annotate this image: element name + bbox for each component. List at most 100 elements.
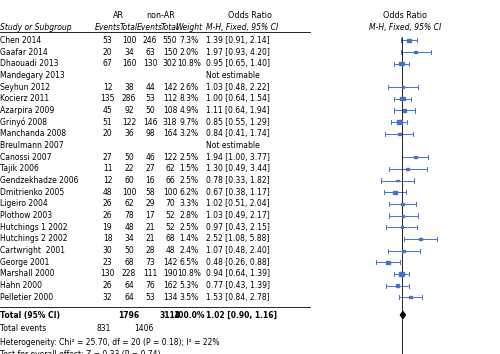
Text: 23: 23 xyxy=(102,258,113,267)
Text: 302: 302 xyxy=(163,59,177,68)
Text: Study or Subgroup: Study or Subgroup xyxy=(0,23,72,32)
Text: 53: 53 xyxy=(145,94,155,103)
Text: 1.03 [0.48, 2.22]: 1.03 [0.48, 2.22] xyxy=(206,82,270,92)
Text: 0.97 [0.43, 2.15]: 0.97 [0.43, 2.15] xyxy=(206,223,270,232)
Text: 0.94 [0.64, 1.39]: 0.94 [0.64, 1.39] xyxy=(206,269,270,279)
Bar xyxy=(398,133,400,135)
Text: Hutchings 2 2002: Hutchings 2 2002 xyxy=(0,234,68,244)
Text: 38: 38 xyxy=(124,82,134,92)
Bar xyxy=(402,215,404,217)
Text: 1796: 1796 xyxy=(118,310,140,320)
Text: 0.84 [0.41, 1.74]: 0.84 [0.41, 1.74] xyxy=(206,129,270,138)
Text: 122: 122 xyxy=(163,153,177,162)
Text: Total events: Total events xyxy=(0,324,47,333)
Text: Gendzekhadze 2006: Gendzekhadze 2006 xyxy=(0,176,79,185)
Text: Test for overall effect: Z = 0.33 (P = 0.74): Test for overall effect: Z = 0.33 (P = 0… xyxy=(0,349,161,354)
Text: M-H, Fixed, 95% CI: M-H, Fixed, 95% CI xyxy=(369,23,441,32)
Text: 34: 34 xyxy=(124,47,134,57)
Text: 66: 66 xyxy=(165,176,175,185)
Text: 8.3%: 8.3% xyxy=(180,94,199,103)
Text: 52: 52 xyxy=(165,211,175,220)
Text: 46: 46 xyxy=(145,153,155,162)
Text: 318: 318 xyxy=(163,118,177,127)
Bar xyxy=(393,191,396,194)
Text: 64: 64 xyxy=(124,293,134,302)
Text: 62: 62 xyxy=(124,199,134,209)
Text: 1.39 [0.91, 2.14]: 1.39 [0.91, 2.14] xyxy=(206,36,270,45)
Text: 20: 20 xyxy=(102,129,113,138)
Text: Seyhun 2012: Seyhun 2012 xyxy=(0,82,50,92)
Bar xyxy=(420,238,422,240)
Text: 100.0%: 100.0% xyxy=(174,310,205,320)
Text: 21: 21 xyxy=(145,223,155,232)
Text: 135: 135 xyxy=(100,94,115,103)
Text: Total: Total xyxy=(120,23,138,32)
Text: Grinyó 2008: Grinyó 2008 xyxy=(0,118,48,127)
Text: 34: 34 xyxy=(124,234,134,244)
Text: 1.00 [0.64, 1.54]: 1.00 [0.64, 1.54] xyxy=(206,94,270,103)
Text: 60: 60 xyxy=(124,176,134,185)
Text: 76: 76 xyxy=(145,281,155,290)
Text: 130: 130 xyxy=(100,269,115,279)
Text: Cartwright  2001: Cartwright 2001 xyxy=(0,246,66,255)
Text: 142: 142 xyxy=(163,258,177,267)
Text: 0.48 [0.26, 0.88]: 0.48 [0.26, 0.88] xyxy=(206,258,270,267)
Text: 1.30 [0.49, 3.44]: 1.30 [0.49, 3.44] xyxy=(206,164,270,173)
Text: 53: 53 xyxy=(102,36,113,45)
Text: 286: 286 xyxy=(122,94,136,103)
Bar xyxy=(406,168,409,170)
Text: 246: 246 xyxy=(143,36,157,45)
Text: Pelletier 2000: Pelletier 2000 xyxy=(0,293,54,302)
Text: 1.97 [0.93, 4.20]: 1.97 [0.93, 4.20] xyxy=(206,47,270,57)
Text: 134: 134 xyxy=(163,293,177,302)
Text: 1406: 1406 xyxy=(134,324,154,333)
Text: 1.53 [0.84, 2.78]: 1.53 [0.84, 2.78] xyxy=(206,293,270,302)
Text: 122: 122 xyxy=(122,118,136,127)
Text: 68: 68 xyxy=(124,258,134,267)
Text: Canossi 2007: Canossi 2007 xyxy=(0,153,52,162)
Text: 7.3%: 7.3% xyxy=(180,36,199,45)
Text: 50: 50 xyxy=(124,246,134,255)
Bar xyxy=(414,51,417,53)
Text: 2.5%: 2.5% xyxy=(180,223,199,232)
Text: Dhaouadi 2013: Dhaouadi 2013 xyxy=(0,59,59,68)
Text: 58: 58 xyxy=(145,188,155,197)
Text: non-AR: non-AR xyxy=(146,11,176,20)
Text: 1.02 [0.51, 2.04]: 1.02 [0.51, 2.04] xyxy=(206,199,270,209)
Text: 19: 19 xyxy=(102,223,113,232)
Text: 68: 68 xyxy=(165,234,175,244)
Text: 4.9%: 4.9% xyxy=(180,106,199,115)
Text: Heterogeneity: Chi² = 25.70, df = 20 (P = 0.18); I² = 22%: Heterogeneity: Chi² = 25.70, df = 20 (P … xyxy=(0,338,220,347)
Bar xyxy=(396,179,399,182)
Text: 20: 20 xyxy=(102,47,113,57)
Text: 831: 831 xyxy=(96,324,110,333)
Text: Odds Ratio: Odds Ratio xyxy=(228,11,272,20)
Text: 26: 26 xyxy=(102,281,113,290)
Text: 162: 162 xyxy=(163,281,177,290)
Text: 51: 51 xyxy=(102,118,113,127)
Text: 22: 22 xyxy=(124,164,134,173)
Text: 52: 52 xyxy=(165,223,175,232)
Text: 27: 27 xyxy=(102,153,113,162)
Text: 0.78 [0.33, 1.82]: 0.78 [0.33, 1.82] xyxy=(206,176,270,185)
Text: 16: 16 xyxy=(145,176,155,185)
Text: 550: 550 xyxy=(162,36,178,45)
Text: 48: 48 xyxy=(124,223,134,232)
Text: 21: 21 xyxy=(145,234,155,244)
Text: 12: 12 xyxy=(103,82,112,92)
Text: Not estimable: Not estimable xyxy=(206,71,260,80)
Text: Marshall 2000: Marshall 2000 xyxy=(0,269,55,279)
Text: AR: AR xyxy=(113,11,124,20)
Text: 27: 27 xyxy=(145,164,155,173)
Text: Azarpira 2009: Azarpira 2009 xyxy=(0,106,55,115)
Text: Mandegary 2013: Mandegary 2013 xyxy=(0,71,65,80)
Text: 228: 228 xyxy=(122,269,136,279)
Bar xyxy=(396,285,399,287)
Text: 142: 142 xyxy=(163,82,177,92)
Bar xyxy=(399,62,404,65)
Text: 18: 18 xyxy=(103,234,112,244)
Text: 2.6%: 2.6% xyxy=(180,82,199,92)
Text: Ligeiro 2004: Ligeiro 2004 xyxy=(0,199,48,209)
Text: 36: 36 xyxy=(124,129,134,138)
Text: 45: 45 xyxy=(102,106,113,115)
